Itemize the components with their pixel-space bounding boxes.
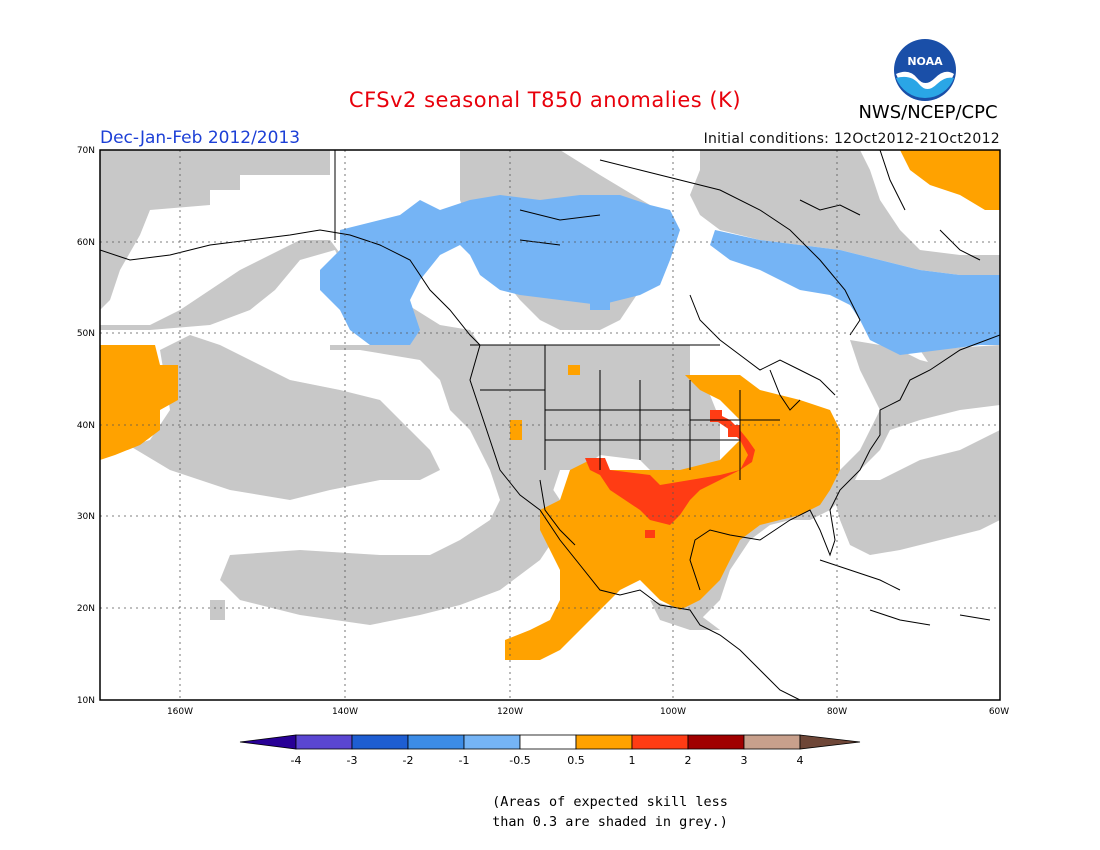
colorbar-left-arrow <box>239 734 297 750</box>
colorbar-segment <box>687 734 745 750</box>
colorbar-label: 1 <box>629 754 636 767</box>
lon-tick-120w: 120W <box>497 707 523 717</box>
colorbar-segment <box>743 734 801 750</box>
colorbar-right-arrow <box>799 734 861 750</box>
map-frame <box>99 149 1001 701</box>
noaa-logo: NOAA <box>893 38 957 102</box>
graticule <box>100 150 1000 700</box>
colorbar-label: -3 <box>347 754 358 767</box>
colorbar-segment <box>519 734 577 750</box>
colorbar-segment <box>351 734 409 750</box>
colorbar-label: -4 <box>291 754 302 767</box>
colorbar-segment <box>295 734 353 750</box>
map-title: CFSv2 seasonal T850 anomalies (K) <box>348 88 742 112</box>
logo-text: NOAA <box>907 55 943 68</box>
lat-tick-10n: 10N <box>77 696 95 706</box>
season-label: Dec-Jan-Feb 2012/2013 <box>100 128 301 148</box>
colorbar-label: 2 <box>685 754 692 767</box>
lon-tick-100w: 100W <box>660 707 686 717</box>
longitude-tick-labels: 160W 140W 120W 100W 80W 60W <box>167 707 1009 717</box>
footnote-line-1: (Areas of expected skill less <box>492 794 728 810</box>
coastlines <box>100 150 1000 700</box>
lat-tick-40n: 40N <box>77 421 95 431</box>
lon-tick-160w: 160W <box>167 707 193 717</box>
lat-tick-50n: 50N <box>77 329 95 339</box>
colorbar-segment <box>631 734 689 750</box>
lat-tick-60n: 60N <box>77 238 95 248</box>
footnote-line-2: than 0.3 are shaded in grey.) <box>492 814 728 830</box>
colorbar-segment <box>407 734 465 750</box>
lat-tick-70n: 70N <box>77 146 95 156</box>
lat-tick-30n: 30N <box>77 512 95 522</box>
latitude-tick-labels: 10N 20N 30N 40N 50N 60N 70N <box>77 146 95 706</box>
lon-tick-140w: 140W <box>332 707 358 717</box>
colorbar-segment <box>575 734 633 750</box>
colorbar-label: -0.5 <box>509 754 530 767</box>
negative-anomaly-shading <box>320 195 1000 355</box>
shading-layer <box>100 150 1000 660</box>
initial-conditions-label: Initial conditions: 12Oct2012-21Oct2012 <box>703 131 1000 147</box>
colorbar: -4 -3 -2 -1 -0.5 0.5 1 2 3 4 <box>239 734 861 767</box>
colorbar-label: 4 <box>797 754 804 767</box>
colorbar-segment <box>463 734 521 750</box>
footnote: (Areas of expected skill less than 0.3 a… <box>430 792 790 832</box>
lat-tick-20n: 20N <box>77 604 95 614</box>
colorbar-label: -1 <box>459 754 470 767</box>
lon-tick-60w: 60W <box>989 707 1009 717</box>
lon-tick-80w: 80W <box>827 707 847 717</box>
colorbar-label: 3 <box>741 754 748 767</box>
colorbar-label: 0.5 <box>567 754 585 767</box>
organization-label: NWS/NCEP/CPC <box>858 102 998 123</box>
strong-positive-anomaly-shading <box>585 410 755 538</box>
colorbar-label: -2 <box>403 754 414 767</box>
